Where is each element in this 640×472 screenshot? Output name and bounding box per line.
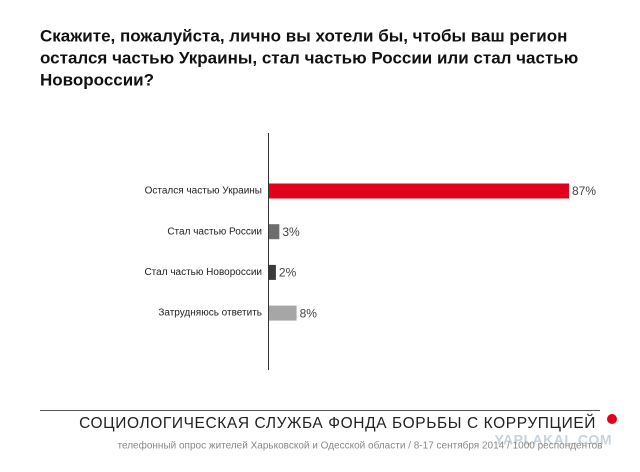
footer-title: СОЦИОЛОГИЧЕСКАЯ СЛУЖБА ФОНДА БОРЬБЫ С КО…	[79, 414, 596, 432]
bar	[269, 305, 297, 321]
chart-title: Скажите, пожалуйста, лично вы хотели бы,…	[40, 26, 567, 45]
category-label: Затрудняюсь ответить	[158, 308, 262, 319]
value-label: 3%	[282, 225, 300, 239]
value-label: 2%	[279, 266, 297, 280]
category-label: Стал частью Новороссии	[144, 267, 262, 278]
bar	[269, 224, 280, 240]
category-label: Остался частью Украины	[145, 186, 262, 197]
bar	[269, 264, 276, 280]
chart-title: остался частью Украины, стал частью Росс…	[40, 48, 578, 67]
watermark: YAPLAKAL.COM	[495, 432, 613, 448]
value-label: 8%	[300, 306, 318, 320]
footer-subtitle: телефонный опрос жителей Харьковской и О…	[118, 440, 603, 452]
chart-title: Новороссии?	[40, 70, 154, 89]
bar	[269, 183, 569, 199]
value-label: 87%	[572, 184, 596, 198]
category-label: Стал частью России	[167, 226, 262, 237]
logo-dot	[607, 414, 617, 424]
